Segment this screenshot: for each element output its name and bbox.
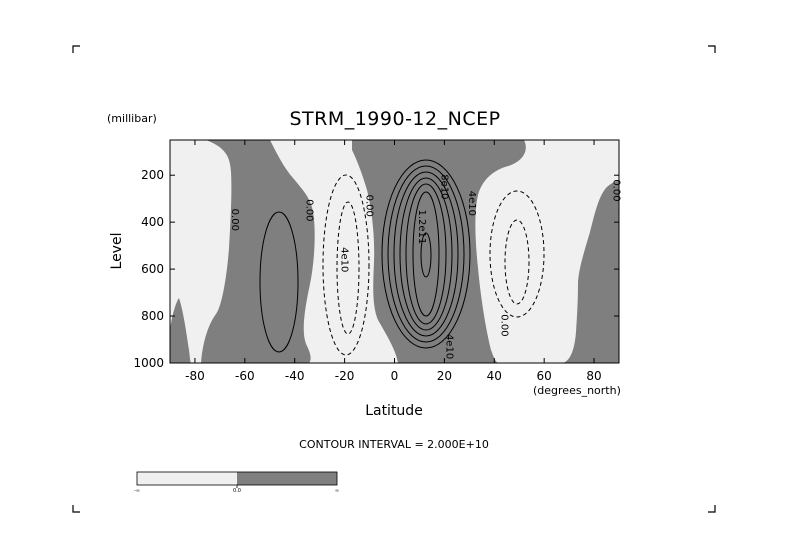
contour-northern-ferrel-neg4e10 (504, 219, 530, 305)
x-tick-label: 0 (391, 369, 399, 383)
y-axis-ticks: 200 400 600 800 1000 (133, 168, 619, 370)
x-units-label: (degrees_north) (533, 384, 621, 397)
contour-northern-ferrel-neg2e10 (489, 190, 545, 318)
contour-hadley-1.4e11 (420, 232, 432, 278)
contour-label: 4e10 (339, 247, 350, 272)
y-tick-label: 400 (141, 215, 164, 229)
contour-hadley-8e10 (399, 177, 453, 331)
x-tick-label: -40 (285, 369, 305, 383)
colorbar-positive-swatch (237, 472, 337, 485)
contour-hadley-2e10 (381, 159, 471, 349)
contour-southern-ferrel-2e10 (259, 211, 299, 353)
colorbar-negative-swatch (137, 472, 237, 485)
colorbar-label-zero: 0.0 (233, 488, 241, 494)
contour-hadley-1.2e11 (412, 191, 440, 317)
contour-label: 4e10 (466, 191, 477, 216)
chart-title: STRM_1990-12_NCEP (289, 108, 500, 130)
y-units-label: (millibar) (107, 112, 157, 125)
x-tick-label: 60 (537, 369, 552, 383)
y-axis-title: Level (109, 233, 125, 270)
y-tick-label: 1000 (133, 356, 164, 370)
contour-southern-hadley-neg2e10 (322, 174, 370, 356)
contour-labels-layer: 0.00 0.00 0.00 4e10 1.2e11 8e10 4e10 4e10 0.00 0.… (229, 174, 622, 359)
plot-area: 0.00 0.00 0.00 4e10 1.2e11 8e10 4e10 4e10 0.00 0.… (169, 139, 622, 364)
x-axis-title: Latitude (365, 403, 423, 419)
contour-hadley-6e10 (393, 171, 459, 337)
y-tick-label: 600 (141, 262, 164, 276)
contour-hadley-1e11 (405, 183, 447, 325)
x-axis-ticks: -80 -60 -40 -20 0 20 40 60 80 (185, 140, 602, 383)
contour-label: 4e10 (443, 334, 454, 359)
crop-marks (72, 45, 716, 513)
colorbar-label-max: ∞ (335, 488, 339, 494)
contour-hadley-4e10 (387, 165, 465, 343)
colorbar-label-min: -∞ (134, 488, 140, 494)
y-tick-label: 800 (141, 309, 164, 323)
contour-interval-label: CONTOUR INTERVAL = 2.000E+10 (299, 438, 489, 451)
southern-polar-shading (170, 298, 191, 363)
x-tick-label: 20 (437, 369, 452, 383)
x-tick-label: -80 (185, 369, 205, 383)
x-tick-label: -20 (335, 369, 355, 383)
contour-southern-hadley-neg4e10 (336, 201, 360, 335)
contour-label: 1.2e11 (416, 209, 427, 244)
contour-label: 0.00 (364, 195, 375, 217)
contour-label: 0.00 (229, 209, 240, 231)
x-tick-label: 40 (487, 369, 502, 383)
southern-ferrel-cell-shading (201, 140, 315, 363)
contour-label: 0.00 (304, 199, 315, 221)
y-tick-label: 200 (141, 168, 164, 182)
contour-label: 8e10 (438, 174, 449, 199)
colorbar: -∞ 0.0 ∞ (134, 471, 339, 494)
x-tick-label: 80 (586, 369, 601, 383)
contour-label: 0.00 (498, 314, 509, 336)
contour-label: 0.00 (611, 179, 622, 201)
northern-polar-shading (563, 181, 619, 363)
x-tick-label: -60 (235, 369, 255, 383)
contour-lines (259, 159, 545, 356)
